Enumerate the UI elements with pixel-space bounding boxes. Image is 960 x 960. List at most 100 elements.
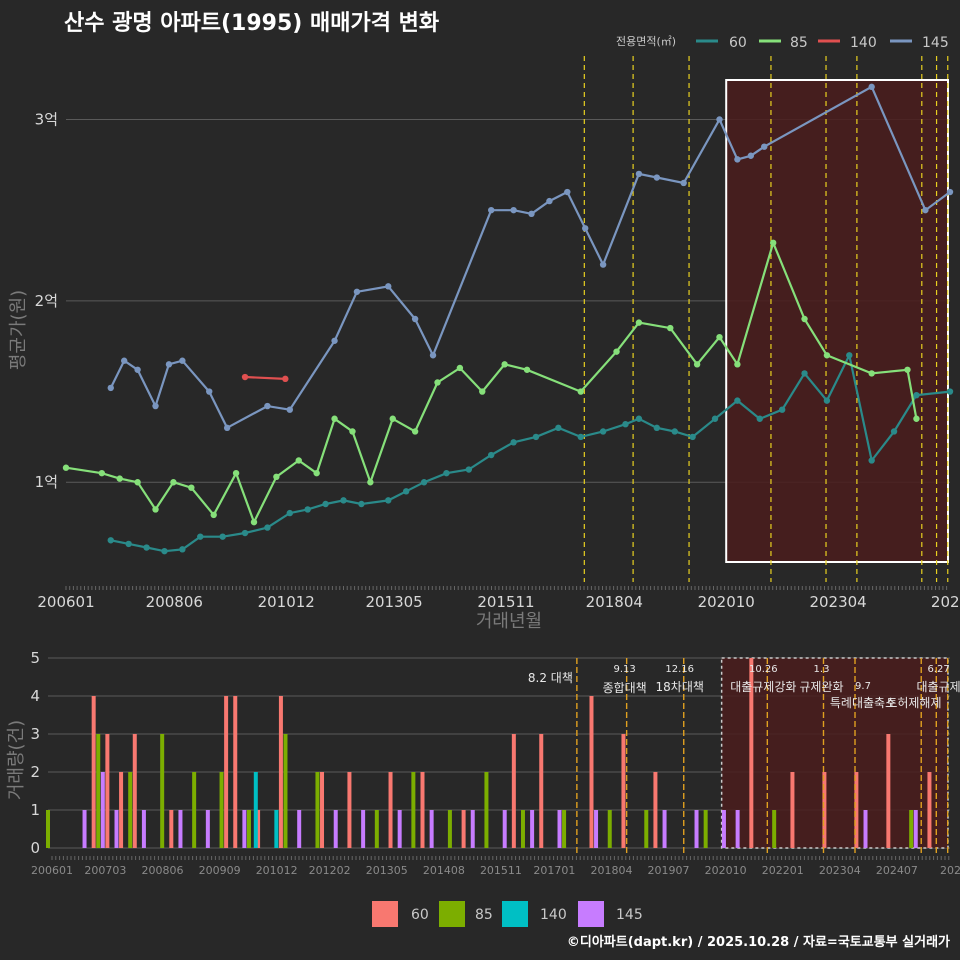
price-point-85 — [331, 415, 338, 422]
chart-title: 산수 광명 아파트(1995) 매매가격 변화 — [64, 11, 439, 36]
volume-x-tick: 201012 — [256, 864, 298, 877]
price-point-145 — [286, 406, 293, 413]
bar-legend-swatch-60 — [372, 901, 398, 927]
price-point-60 — [599, 428, 607, 435]
price-point-85 — [295, 457, 302, 464]
volume-bar-60 — [854, 772, 859, 848]
volume-legend: 60 85 140 145 — [372, 901, 643, 927]
volume-x-tick: 2025 — [940, 864, 960, 877]
price-point-85 — [913, 415, 920, 422]
volume-bars — [46, 658, 932, 848]
volume-bar-60 — [886, 734, 891, 848]
volume-bar-60 — [224, 696, 229, 848]
volume-x-tick: 201907 — [648, 864, 690, 877]
policy-annotation-name: 규제완화 — [799, 680, 843, 694]
volume-y-tick: 0 — [30, 839, 40, 857]
bar-legend-label-60: 60 — [411, 907, 429, 923]
price-point-60 — [241, 529, 249, 537]
volume-y-label: 거래량(건) — [6, 720, 27, 800]
price-x-tick: 200806 — [146, 593, 203, 611]
volume-bar-145 — [141, 810, 146, 848]
volume-bar-140 — [274, 810, 279, 848]
price-y-label: 평균가(원) — [8, 290, 29, 370]
volume-x-tick: 202201 — [762, 864, 804, 877]
price-point-60 — [286, 509, 293, 517]
price-point-60 — [197, 533, 204, 540]
price-point-145 — [152, 402, 159, 410]
price-point-60 — [778, 406, 786, 413]
price-point-85 — [389, 415, 396, 422]
volume-bar-85 — [411, 772, 416, 848]
price-point-85 — [734, 361, 741, 368]
price-point-85 — [613, 348, 620, 355]
price-y-tick: 3억 — [35, 110, 58, 128]
volume-bar-60 — [511, 734, 516, 848]
price-point-85 — [232, 469, 240, 477]
price-x-tick: 2025 — [931, 593, 960, 611]
price-point-60 — [358, 500, 365, 508]
recent-period-box — [725, 79, 949, 563]
price-point-85 — [116, 475, 123, 482]
price-point-85 — [693, 361, 701, 368]
volume-bar-60 — [539, 734, 544, 848]
policy-annotation-date: 6.27 — [927, 664, 949, 675]
price-point-60 — [671, 428, 678, 435]
credit-text: ©디아파트(dapt.kr) / 2025.10.28 / 자료=국토교통부 실… — [567, 934, 950, 950]
volume-x-tick: 201202 — [309, 864, 351, 877]
volume-y-tick: 3 — [30, 725, 40, 743]
price-point-85 — [349, 428, 356, 435]
price-point-85 — [577, 388, 584, 395]
policy-annotation-name: 종합대책 — [603, 680, 647, 695]
volume-x-tick: 200806 — [142, 864, 184, 877]
price-point-145 — [510, 206, 517, 214]
price-point-145 — [528, 210, 535, 217]
bar-legend-label-140: 140 — [540, 907, 567, 923]
price-point-85 — [434, 379, 441, 386]
price-point-85 — [273, 473, 280, 480]
volume-bar-85 — [96, 734, 101, 848]
volume-axis-ticks: 0 1 2 3 4 5 200601 200703 200806 200909 201012 2012… — [30, 649, 960, 877]
price-x-tick: 201012 — [258, 593, 315, 611]
volume-bar-60 — [256, 810, 261, 848]
volume-bar-85 — [703, 810, 708, 848]
price-point-60 — [756, 415, 763, 422]
price-point-60 — [443, 469, 450, 477]
volume-bar-60 — [105, 734, 110, 848]
price-point-145 — [411, 315, 419, 323]
legend-title: 전용면적(㎡) — [616, 35, 676, 48]
price-y-tick: 2억 — [35, 292, 58, 310]
price-point-145 — [716, 116, 723, 123]
volume-bar-85 — [315, 772, 320, 848]
bar-legend-swatch-85 — [439, 901, 465, 927]
price-point-145 — [868, 83, 875, 91]
volume-bar-60 — [927, 772, 932, 848]
volume-bar-60 — [653, 772, 658, 848]
price-x-tick: 200601 — [37, 593, 94, 611]
price-point-60 — [465, 466, 473, 473]
price-point-60 — [264, 524, 271, 531]
volume-bar-85 — [607, 810, 612, 848]
price-axis-ticks: 1억 2억 3억 200601 200806 201012 201305 201511 2018… — [35, 110, 960, 611]
price-point-145 — [599, 261, 607, 268]
price-point-60 — [420, 479, 428, 486]
volume-bar-60 — [169, 810, 174, 848]
volume-bar-145 — [178, 810, 183, 848]
volume-bar-85 — [484, 772, 489, 848]
price-point-145 — [179, 357, 186, 364]
policy-annotation-name: 대출규제강화 — [730, 680, 796, 694]
price-point-145 — [429, 352, 437, 359]
price-point-60 — [635, 415, 643, 422]
price-point-145 — [353, 288, 361, 295]
price-point-85 — [210, 511, 217, 519]
price-point-60 — [913, 391, 920, 399]
volume-bar-145 — [297, 810, 302, 848]
price-point-145 — [107, 384, 114, 392]
volume-bar-85 — [520, 810, 525, 848]
bar-legend-label-85: 85 — [475, 907, 493, 923]
price-point-145 — [385, 283, 392, 290]
volume-bar-60 — [790, 772, 795, 848]
volume-bar-60 — [589, 696, 594, 848]
price-point-60 — [653, 424, 661, 432]
volume-bar-145 — [470, 810, 475, 848]
price-point-145 — [264, 402, 271, 410]
